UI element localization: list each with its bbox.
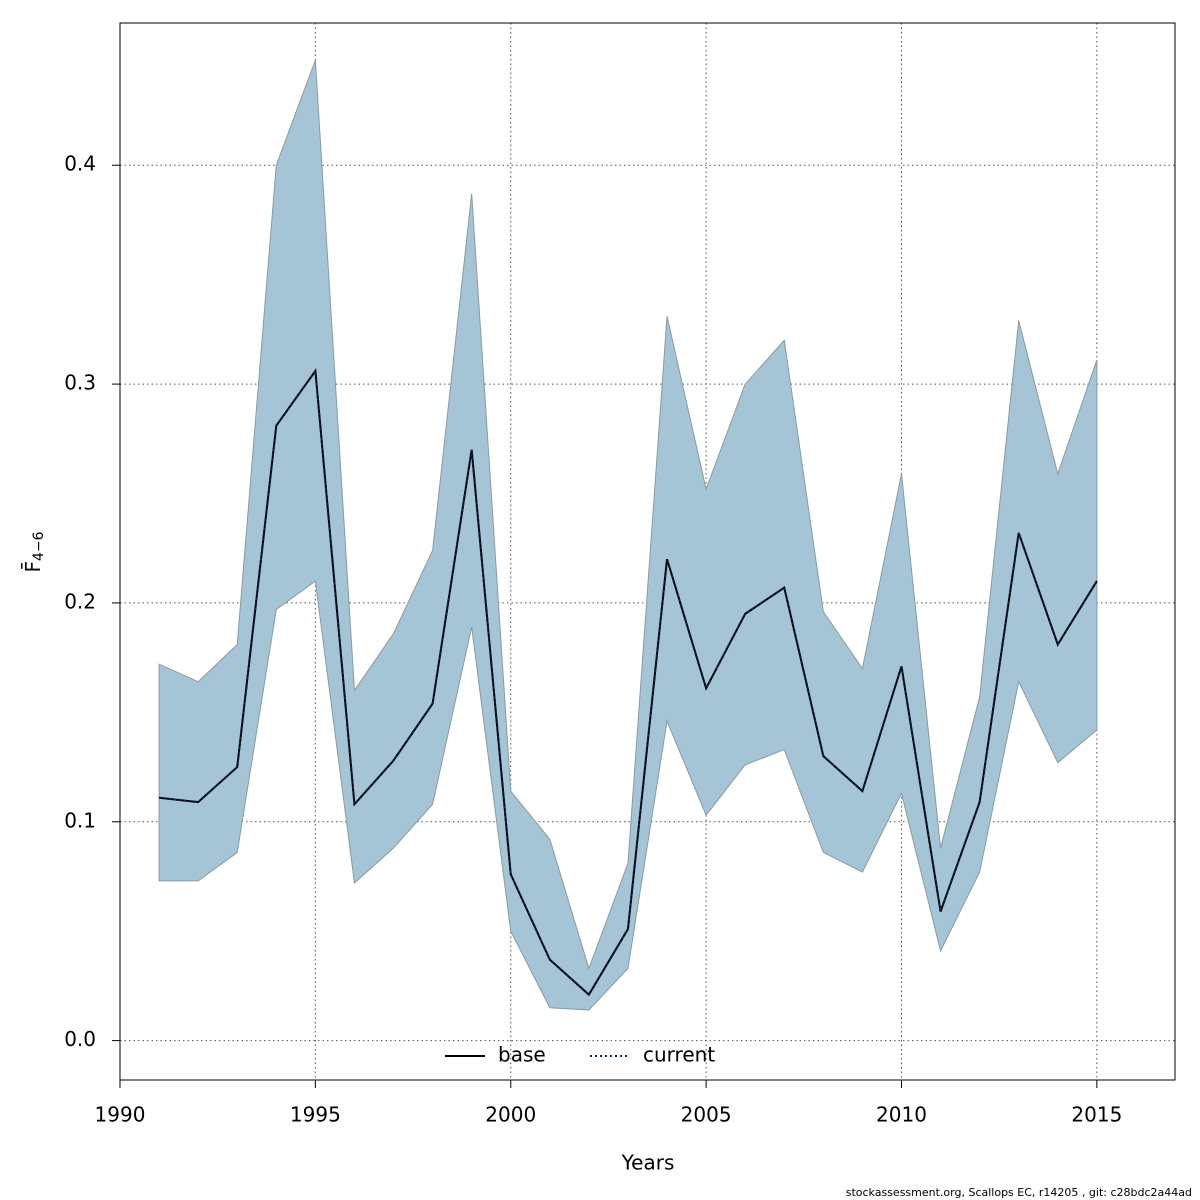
x-tick-label: 2000	[485, 1103, 536, 1127]
y-tick-label: 0.4	[64, 152, 96, 176]
x-tick-label: 1990	[95, 1103, 146, 1127]
x-tick-label: 2005	[681, 1103, 732, 1127]
y-tick-label: 0.3	[64, 371, 96, 395]
y-axis-label-sub: 4−6	[31, 531, 47, 561]
x-tick-label: 2010	[876, 1103, 927, 1127]
series-line	[158, 368, 1098, 997]
y-axis-label: F̄4−6	[20, 531, 47, 572]
y-tick-label: 0.0	[64, 1027, 96, 1051]
confidence-band	[158, 60, 1098, 1011]
y-tick-label: 0.2	[64, 589, 96, 613]
y-axis-label-main: F̄	[20, 561, 45, 573]
legend-label: current	[643, 1043, 715, 1067]
legend-label: base	[498, 1043, 546, 1067]
x-tick-label: 2015	[1071, 1103, 1122, 1127]
y-tick-label: 0.1	[64, 808, 96, 832]
plot-frame	[119, 22, 1176, 1081]
x-axis-label: Years	[621, 1151, 675, 1175]
footer: stockassessment.org, Scallops EC, r14205…	[846, 1186, 1192, 1199]
x-tick-label: 1995	[290, 1103, 341, 1127]
